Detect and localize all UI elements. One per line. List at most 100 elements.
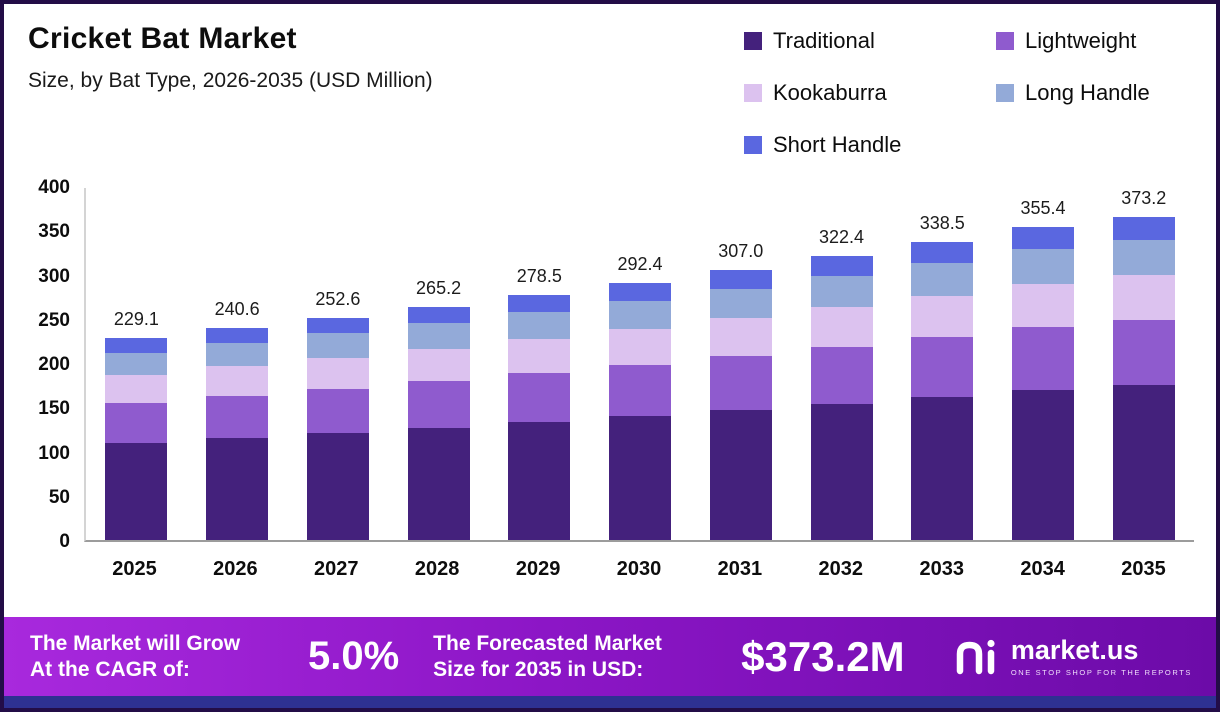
bar-segment-lightweight[interactable] (306, 388, 369, 434)
legend-swatch-short-handle (744, 136, 762, 154)
legend-item-traditional[interactable]: Traditional (744, 28, 996, 54)
bar-value-label: 278.5 (516, 265, 562, 286)
bar-segment-traditional[interactable] (709, 410, 772, 540)
legend-item-kookaburra[interactable]: Kookaburra (744, 80, 996, 106)
legend: Traditional Lightweight Kookaburra Long Han… (744, 28, 1188, 158)
bar-segment-long-handle[interactable] (1011, 249, 1074, 284)
x-axis: 2025 2026 2027 2028 2029 2030 2031 2032 2033 2034… (84, 558, 1216, 581)
bar-segment-kookaburra[interactable] (1011, 283, 1074, 328)
bar-segment-long-handle[interactable] (709, 288, 772, 319)
bar-segment-kookaburra[interactable] (709, 318, 772, 357)
bar-segment-short-handle[interactable] (911, 242, 974, 264)
bar-segment-traditional[interactable] (407, 427, 470, 540)
bar-segment-kookaburra[interactable] (1112, 275, 1175, 321)
bar-segment-short-handle[interactable] (810, 256, 873, 277)
bar-column-2026[interactable]: 240.6 (187, 188, 288, 540)
bar-segment-short-handle[interactable] (508, 294, 571, 313)
bar-segment-kookaburra[interactable] (508, 339, 571, 374)
bar-segment-traditional[interactable] (508, 422, 571, 540)
bar-column-2025[interactable]: 229.1 (86, 188, 187, 540)
bar-segment-long-handle[interactable] (306, 333, 369, 358)
bar-segment-long-handle[interactable] (810, 276, 873, 308)
bar-column-2033[interactable]: 338.5 (892, 188, 993, 540)
bar-segment-long-handle[interactable] (407, 323, 470, 349)
bar-segment-kookaburra[interactable] (911, 295, 974, 338)
bar-stack (306, 317, 369, 540)
x-tick-label: 2027 (314, 558, 359, 580)
bar-segment-traditional[interactable] (1011, 389, 1074, 540)
bar-segment-traditional[interactable] (810, 403, 873, 540)
bar-segment-kookaburra[interactable] (105, 374, 168, 403)
bar-segment-long-handle[interactable] (206, 343, 269, 367)
forecast-value: $373.2M (741, 632, 905, 680)
y-tick-label: 400 (38, 177, 70, 198)
bar-column-2027[interactable]: 252.6 (287, 188, 388, 540)
x-tick-label: 2035 (1121, 558, 1166, 580)
bar-segment-short-handle[interactable] (105, 338, 168, 353)
legend-item-long-handle[interactable]: Long Handle (996, 80, 1188, 106)
y-axis: 0 50 100 150 200 250 300 350 400 (4, 177, 84, 552)
bar-segment-lightweight[interactable] (1112, 320, 1175, 385)
bar-segment-lightweight[interactable] (508, 373, 571, 423)
x-tick-label: 2028 (414, 558, 460, 580)
legend-item-short-handle[interactable]: Short Handle (744, 132, 996, 158)
legend-item-lightweight[interactable]: Lightweight (996, 28, 1188, 54)
bar-segment-short-handle[interactable] (1112, 217, 1175, 240)
plot-wrap: 0 50 100 150 200 250 300 350 400 229.1 240.6 252.6… (4, 177, 1216, 552)
bar-segment-traditional[interactable] (206, 438, 269, 540)
chart-header: Cricket Bat Market Size, by Bat Type, 20… (4, 22, 1216, 188)
bar-value-label: 307.0 (718, 240, 764, 261)
bar-segment-short-handle[interactable] (407, 306, 470, 324)
bar-segment-lightweight[interactable] (709, 356, 772, 411)
bar-value-label: 265.2 (416, 277, 462, 298)
bar-segment-kookaburra[interactable] (609, 329, 672, 365)
bar-segment-long-handle[interactable] (609, 300, 672, 330)
bar-column-2028[interactable]: 265.2 (388, 188, 489, 540)
bar-stack (1112, 217, 1175, 540)
y-tick-label: 150 (38, 398, 70, 420)
bar-segment-lightweight[interactable] (407, 381, 470, 428)
bar-segment-traditional[interactable] (105, 443, 168, 540)
bar-segment-long-handle[interactable] (508, 312, 571, 340)
brand-logo[interactable]: market.us ONE STOP SHOP FOR THE REPORTS (953, 634, 1192, 677)
legend-swatch-lightweight (996, 32, 1014, 50)
bar-column-2035[interactable]: 373.2 (1093, 188, 1194, 540)
bar-segment-lightweight[interactable] (911, 337, 974, 398)
bar-value-label: 373.2 (1121, 188, 1167, 208)
bar-segment-long-handle[interactable] (105, 352, 168, 375)
bar-stack (407, 306, 470, 540)
bar-segment-kookaburra[interactable] (407, 348, 470, 382)
bar-segment-lightweight[interactable] (810, 347, 873, 404)
bar-stack (1011, 227, 1074, 540)
bar-segment-traditional[interactable] (306, 433, 369, 540)
brand-name: market.us (1010, 634, 1139, 665)
bar-segment-long-handle[interactable] (911, 263, 974, 296)
bar-segment-kookaburra[interactable] (306, 357, 369, 389)
bar-segment-lightweight[interactable] (105, 402, 168, 444)
bar-value-label: 355.4 (1020, 198, 1066, 219)
bar-column-2032[interactable]: 322.4 (791, 188, 892, 540)
bar-segment-long-handle[interactable] (1112, 239, 1175, 276)
bar-column-2031[interactable]: 307.0 (690, 188, 791, 540)
bar-column-2030[interactable]: 292.4 (590, 188, 691, 540)
bar-segment-kookaburra[interactable] (810, 307, 873, 348)
bar-segment-traditional[interactable] (609, 416, 672, 540)
chart-title: Cricket Bat Market (28, 22, 297, 55)
bar-segment-lightweight[interactable] (206, 396, 269, 439)
bar-segment-short-handle[interactable] (609, 282, 672, 301)
y-tick-label: 200 (38, 354, 70, 375)
bar-segment-short-handle[interactable] (1011, 227, 1074, 250)
bar-segment-traditional[interactable] (911, 397, 974, 540)
bar-segment-short-handle[interactable] (709, 269, 772, 289)
bar-segment-lightweight[interactable] (609, 365, 672, 417)
bar-segment-short-handle[interactable] (206, 328, 269, 344)
bar-column-2029[interactable]: 278.5 (489, 188, 590, 540)
bar-column-2034[interactable]: 355.4 (993, 188, 1094, 540)
market-us-logo-icon (956, 639, 995, 674)
bar-segment-traditional[interactable] (1112, 385, 1175, 540)
bar-segment-short-handle[interactable] (306, 317, 369, 334)
bar-value-label: 240.6 (214, 299, 260, 320)
bar-segment-lightweight[interactable] (1011, 327, 1074, 390)
bar-segment-kookaburra[interactable] (206, 366, 269, 397)
y-tick-label: 250 (38, 309, 70, 331)
